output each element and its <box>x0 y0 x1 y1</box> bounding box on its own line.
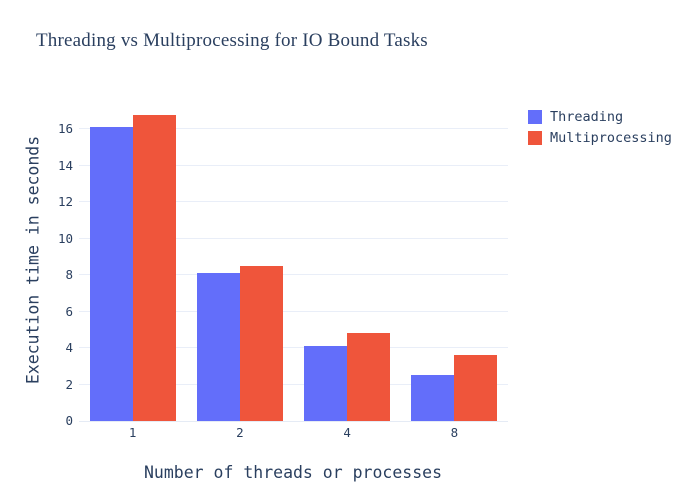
y-tick-label-14: 14 <box>57 157 73 173</box>
legend-label-multiprocessing: Multiprocessing <box>550 129 672 146</box>
gridline-y-6 <box>79 310 508 312</box>
y-tick-label-0: 0 <box>65 413 73 428</box>
y-tick-label-4: 4 <box>65 340 73 356</box>
legend-swatch-threading <box>528 109 542 124</box>
legend-item-multiprocessing[interactable]: Multiprocessing <box>528 127 672 148</box>
legend-swatch-multiprocessing <box>528 130 542 145</box>
bar-multiprocessing-x4[interactable] <box>347 333 391 421</box>
gridline-y-12 <box>79 201 508 203</box>
bar-multiprocessing-x8[interactable] <box>454 355 498 421</box>
bar-threading-x4[interactable] <box>304 346 348 421</box>
bar-multiprocessing-x1[interactable] <box>132 114 176 421</box>
gridline-y-10 <box>79 237 508 239</box>
y-tick-label-2: 2 <box>65 376 73 392</box>
gridline-y-2 <box>79 383 508 385</box>
bar-threading-x2[interactable] <box>196 273 240 421</box>
chart-title: Threading vs Multiprocessing for IO Boun… <box>36 30 428 51</box>
x-axis-zeroline <box>79 421 508 422</box>
bar-multiprocessing-x2[interactable] <box>239 265 283 421</box>
legend: Threading Multiprocessing <box>528 106 672 148</box>
legend-item-threading[interactable]: Threading <box>528 106 672 127</box>
x-tick-label-8: 8 <box>450 425 459 440</box>
gridline-y-4 <box>79 347 508 349</box>
legend-label-threading: Threading <box>550 108 624 125</box>
gridline-y-14 <box>79 164 508 166</box>
y-tick-label-8: 8 <box>65 267 73 283</box>
x-tick-label-1: 1 <box>128 425 137 440</box>
y-tick-label-6: 6 <box>65 303 73 319</box>
bar-threading-x8[interactable] <box>411 375 455 421</box>
y-tick-label-12: 12 <box>57 194 73 210</box>
x-tick-label-2: 2 <box>236 425 244 440</box>
x-axis-title: Number of threads or processes <box>143 463 443 482</box>
bar-threading-x1[interactable] <box>89 127 133 421</box>
plot-area <box>79 99 508 422</box>
y-tick-label-10: 10 <box>57 230 73 246</box>
gridline-y-16 <box>79 128 508 130</box>
y-tick-label-16: 16 <box>57 121 73 137</box>
gridline-y-8 <box>79 274 508 276</box>
x-tick-label-4: 4 <box>343 425 351 440</box>
